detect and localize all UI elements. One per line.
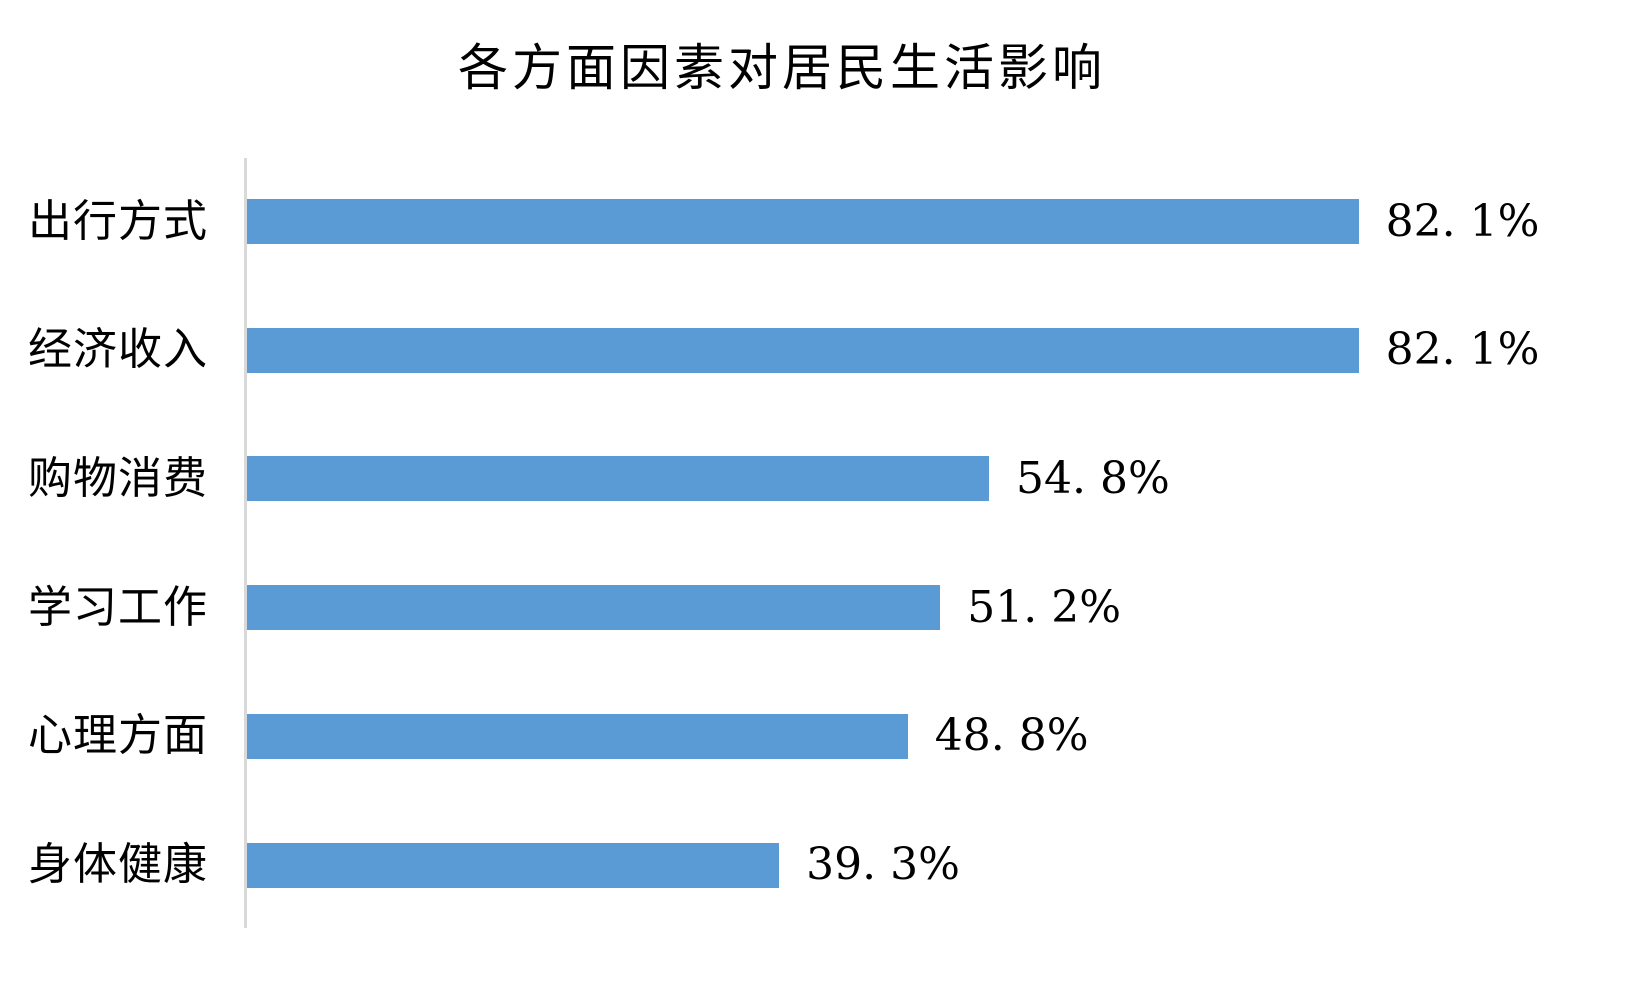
category-label: 学习工作 [28,581,208,633]
value-label: 51. 2% [967,581,1121,633]
chart-title: 各方面因素对居民生活影响 [458,39,1106,97]
category-label: 经济收入 [28,324,208,376]
bar [247,713,908,759]
category-label: 身体健康 [28,839,208,890]
bar [247,327,1359,373]
category-label: 心理方面 [28,710,208,762]
value-label: 48. 8% [934,710,1089,762]
category-label: 出行方式 [28,195,208,247]
bar [247,456,989,502]
value-label: 54. 8% [1015,452,1170,504]
bar [247,585,941,631]
bar [247,199,1359,244]
y-axis-line [244,158,247,928]
bar [247,842,780,888]
value-label: 82. 1% [1385,324,1540,376]
value-label: 82. 1% [1385,195,1540,247]
category-label: 购物消费 [28,452,208,504]
value-label: 39. 3% [806,839,960,890]
